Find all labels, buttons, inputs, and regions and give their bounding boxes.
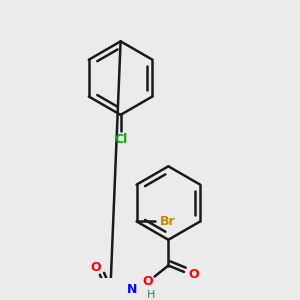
Text: N: N: [126, 283, 137, 296]
Text: O: O: [91, 261, 101, 274]
Text: Cl: Cl: [114, 133, 127, 146]
Text: Br: Br: [160, 215, 175, 228]
Text: O: O: [142, 274, 153, 288]
Text: O: O: [189, 268, 199, 281]
Text: H: H: [147, 290, 155, 300]
